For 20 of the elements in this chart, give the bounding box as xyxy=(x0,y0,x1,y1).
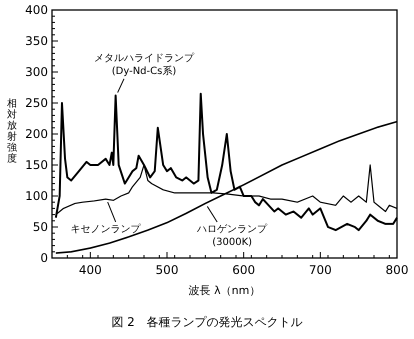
y-tick-label: 150 xyxy=(25,158,48,172)
x-tick-label: 700 xyxy=(308,263,332,277)
y-tick-label: 250 xyxy=(25,96,48,110)
series-label: メタルハライドランプ (Dy-Nd-Cs系) xyxy=(94,52,195,77)
x-axis-title: 波長 λ（nm） xyxy=(188,284,260,297)
legend-label: ハロゲンランプ (3000K) xyxy=(196,222,268,248)
caption: 図 2 各種ランプの発光スペクトル xyxy=(111,315,303,329)
x-tick-label: 500 xyxy=(156,263,178,277)
x-tick-label: 800 xyxy=(386,263,408,277)
y-tick-label: 400 xyxy=(25,3,48,17)
y-tick-label: 0 xyxy=(40,251,48,265)
y-tick-label: 50 xyxy=(32,220,48,234)
x-tick-label: 400 xyxy=(78,263,102,277)
y-axis-title: 相対放射強度 xyxy=(7,98,17,164)
y-tick-label: 100 xyxy=(25,189,48,203)
y-tick-label: 200 xyxy=(25,127,48,141)
legend-label: キセノンランプ xyxy=(70,222,142,235)
y-tick-label: 300 xyxy=(25,65,48,79)
x-tick-label: 600 xyxy=(232,263,256,277)
y-tick-label: 350 xyxy=(25,34,48,48)
